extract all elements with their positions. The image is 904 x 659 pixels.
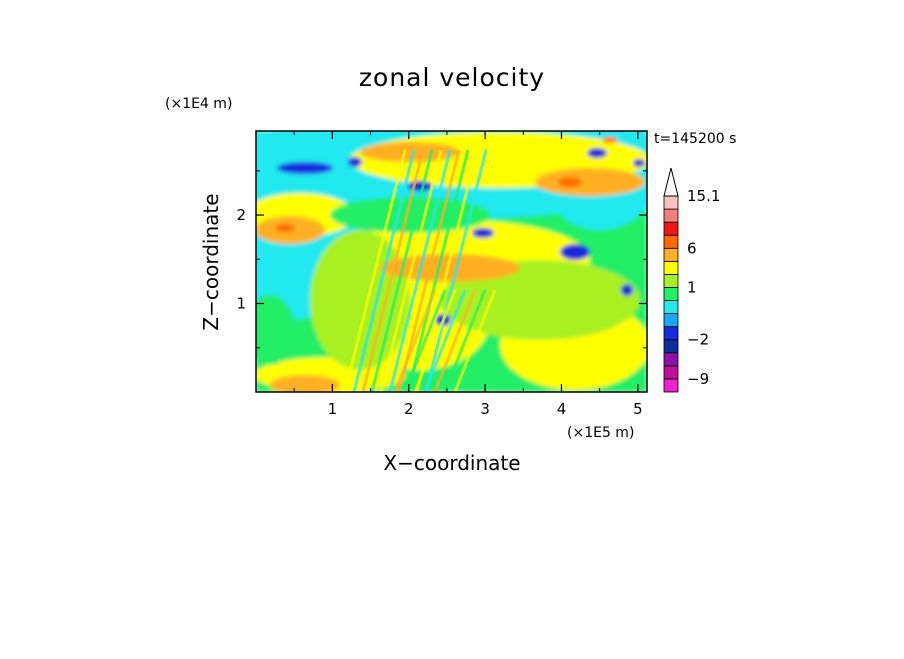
wave-streak [424, 149, 488, 392]
colorbar-segment [663, 260, 679, 275]
contour-patch [633, 159, 645, 167]
colorbar-segment [663, 234, 679, 249]
y-tick-label: 2 [236, 206, 246, 224]
wave-streak [415, 149, 479, 392]
y-tick-label: 1 [236, 295, 246, 313]
contour-patch [360, 142, 460, 162]
contour-patch [440, 260, 640, 340]
colorbar-segment [663, 352, 679, 367]
wave-streak [443, 289, 487, 392]
y-unit-label: (×1E4 m) [165, 96, 232, 112]
wave-streak [423, 289, 467, 392]
colorbar-extend-arrow [663, 167, 679, 197]
colorbar-segment [663, 326, 679, 341]
wave-streak [393, 289, 437, 392]
chart-title: zonal velocity [359, 63, 545, 92]
x-tick-label: 4 [557, 400, 567, 418]
wave-streak [379, 149, 443, 392]
wave-streak [397, 149, 461, 392]
colorbar-segment [663, 247, 679, 262]
colorbar-label: −2 [687, 331, 709, 349]
x-tick-label: 3 [480, 400, 490, 418]
colorbar-label: 15.1 [687, 187, 720, 205]
x-tick-label: 2 [404, 400, 414, 418]
contour-patch [560, 244, 590, 260]
x-tick-label: 1 [328, 400, 338, 418]
contour-patch [277, 162, 333, 174]
colorbar-segment [663, 195, 679, 210]
contour-patch [558, 177, 582, 187]
contour-patch [587, 148, 607, 158]
colorbar-segment [663, 221, 679, 236]
x-tick-label: 5 [633, 400, 643, 418]
colorbar-segment [663, 273, 679, 288]
contour-field [256, 131, 647, 392]
contour-patch [535, 168, 645, 196]
wave-streak [352, 149, 416, 392]
contour-patch [407, 181, 433, 191]
wave-streak [403, 289, 447, 392]
colorbar-segment [663, 339, 679, 354]
time-label: t=145200 s [654, 131, 736, 147]
colorbar: 15.1 6 1 −2 −9 [663, 167, 720, 393]
colorbar-segment [663, 287, 679, 301]
colorbar-segment [663, 313, 679, 328]
colorbar-segment [663, 208, 679, 223]
wave-streak [433, 289, 477, 392]
contour-patch [602, 137, 618, 143]
x-axis-ticks: 1 2 3 4 5 [293, 131, 643, 418]
x-unit-label: (×1E5 m) [567, 425, 634, 441]
plot-frame [255, 130, 648, 393]
contour-patch [256, 295, 295, 365]
colorbar-segment [663, 300, 679, 314]
wave-streak [361, 149, 425, 392]
wave-streak [453, 289, 497, 392]
contour-patch [275, 224, 295, 232]
colorbar-segment [663, 365, 679, 380]
wave-streak [406, 149, 470, 392]
wave-streak [343, 149, 407, 392]
colorbar-label: −9 [687, 370, 709, 388]
wave-streak [388, 149, 452, 392]
colorbar-label: 6 [687, 239, 697, 257]
colorbar-segment [663, 378, 679, 393]
wave-streak [370, 149, 434, 392]
wave-streak [413, 289, 457, 392]
contour-patch [270, 375, 340, 392]
x-axis-title: X−coordinate [383, 451, 520, 475]
y-axis-title: Z−coordinate [199, 193, 223, 330]
contour-patch [621, 284, 633, 296]
contour-patch [348, 157, 362, 167]
colorbar-label: 1 [687, 278, 697, 296]
y-axis-ticks: 12 [236, 170, 647, 349]
contour-patch [472, 228, 494, 238]
